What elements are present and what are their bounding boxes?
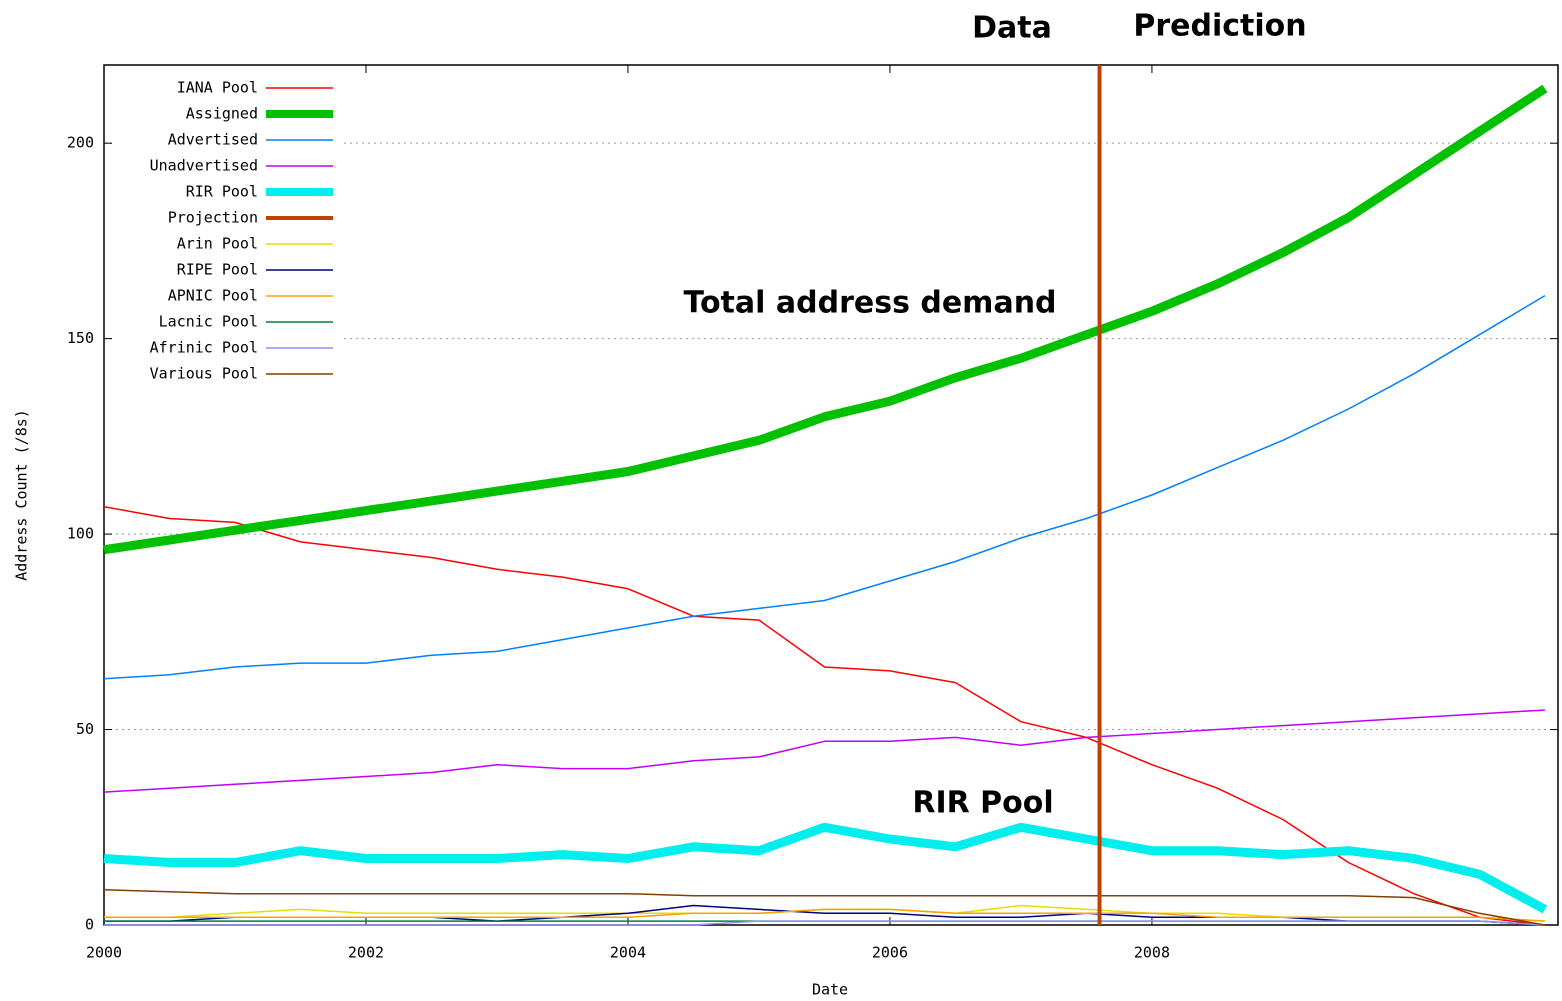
legend-label: Lacnic Pool (159, 313, 258, 331)
annotation: Total address demand (683, 286, 1056, 321)
legend-label: Advertised (168, 131, 258, 149)
y-axis-label: Address Count (/8s) (13, 409, 31, 581)
legend-label: Assigned (186, 105, 258, 123)
legend-label: Arin Pool (177, 235, 258, 253)
y-tick-label: 100 (67, 525, 94, 543)
annotation: Data (972, 11, 1052, 46)
annotation: Prediction (1133, 9, 1306, 44)
x-axis-label: Date (812, 981, 848, 999)
legend-label: APNIC Pool (168, 287, 258, 305)
y-tick-label: 200 (67, 134, 94, 152)
x-tick-label: 2002 (348, 944, 384, 962)
x-tick-label: 2004 (610, 944, 646, 962)
x-tick-label: 2006 (872, 944, 908, 962)
legend-label: RIPE Pool (177, 261, 258, 279)
legend-label: Projection (168, 209, 258, 227)
y-tick-label: 150 (67, 329, 94, 347)
legend-label: RIR Pool (186, 183, 258, 201)
y-tick-label: 50 (76, 720, 94, 738)
x-tick-label: 2008 (1134, 944, 1170, 962)
legend-label: Unadvertised (150, 157, 258, 175)
legend-label: IANA Pool (177, 79, 258, 97)
annotation: RIR Pool (912, 786, 1053, 821)
y-tick-label: 0 (85, 916, 94, 934)
chart: Date Address Count (/8s) 0 50 100 150 200 200… (0, 0, 1562, 1001)
x-tick-label: 2000 (86, 944, 122, 962)
legend-label: Various Pool (150, 365, 258, 383)
legend-label: Afrinic Pool (150, 339, 258, 357)
